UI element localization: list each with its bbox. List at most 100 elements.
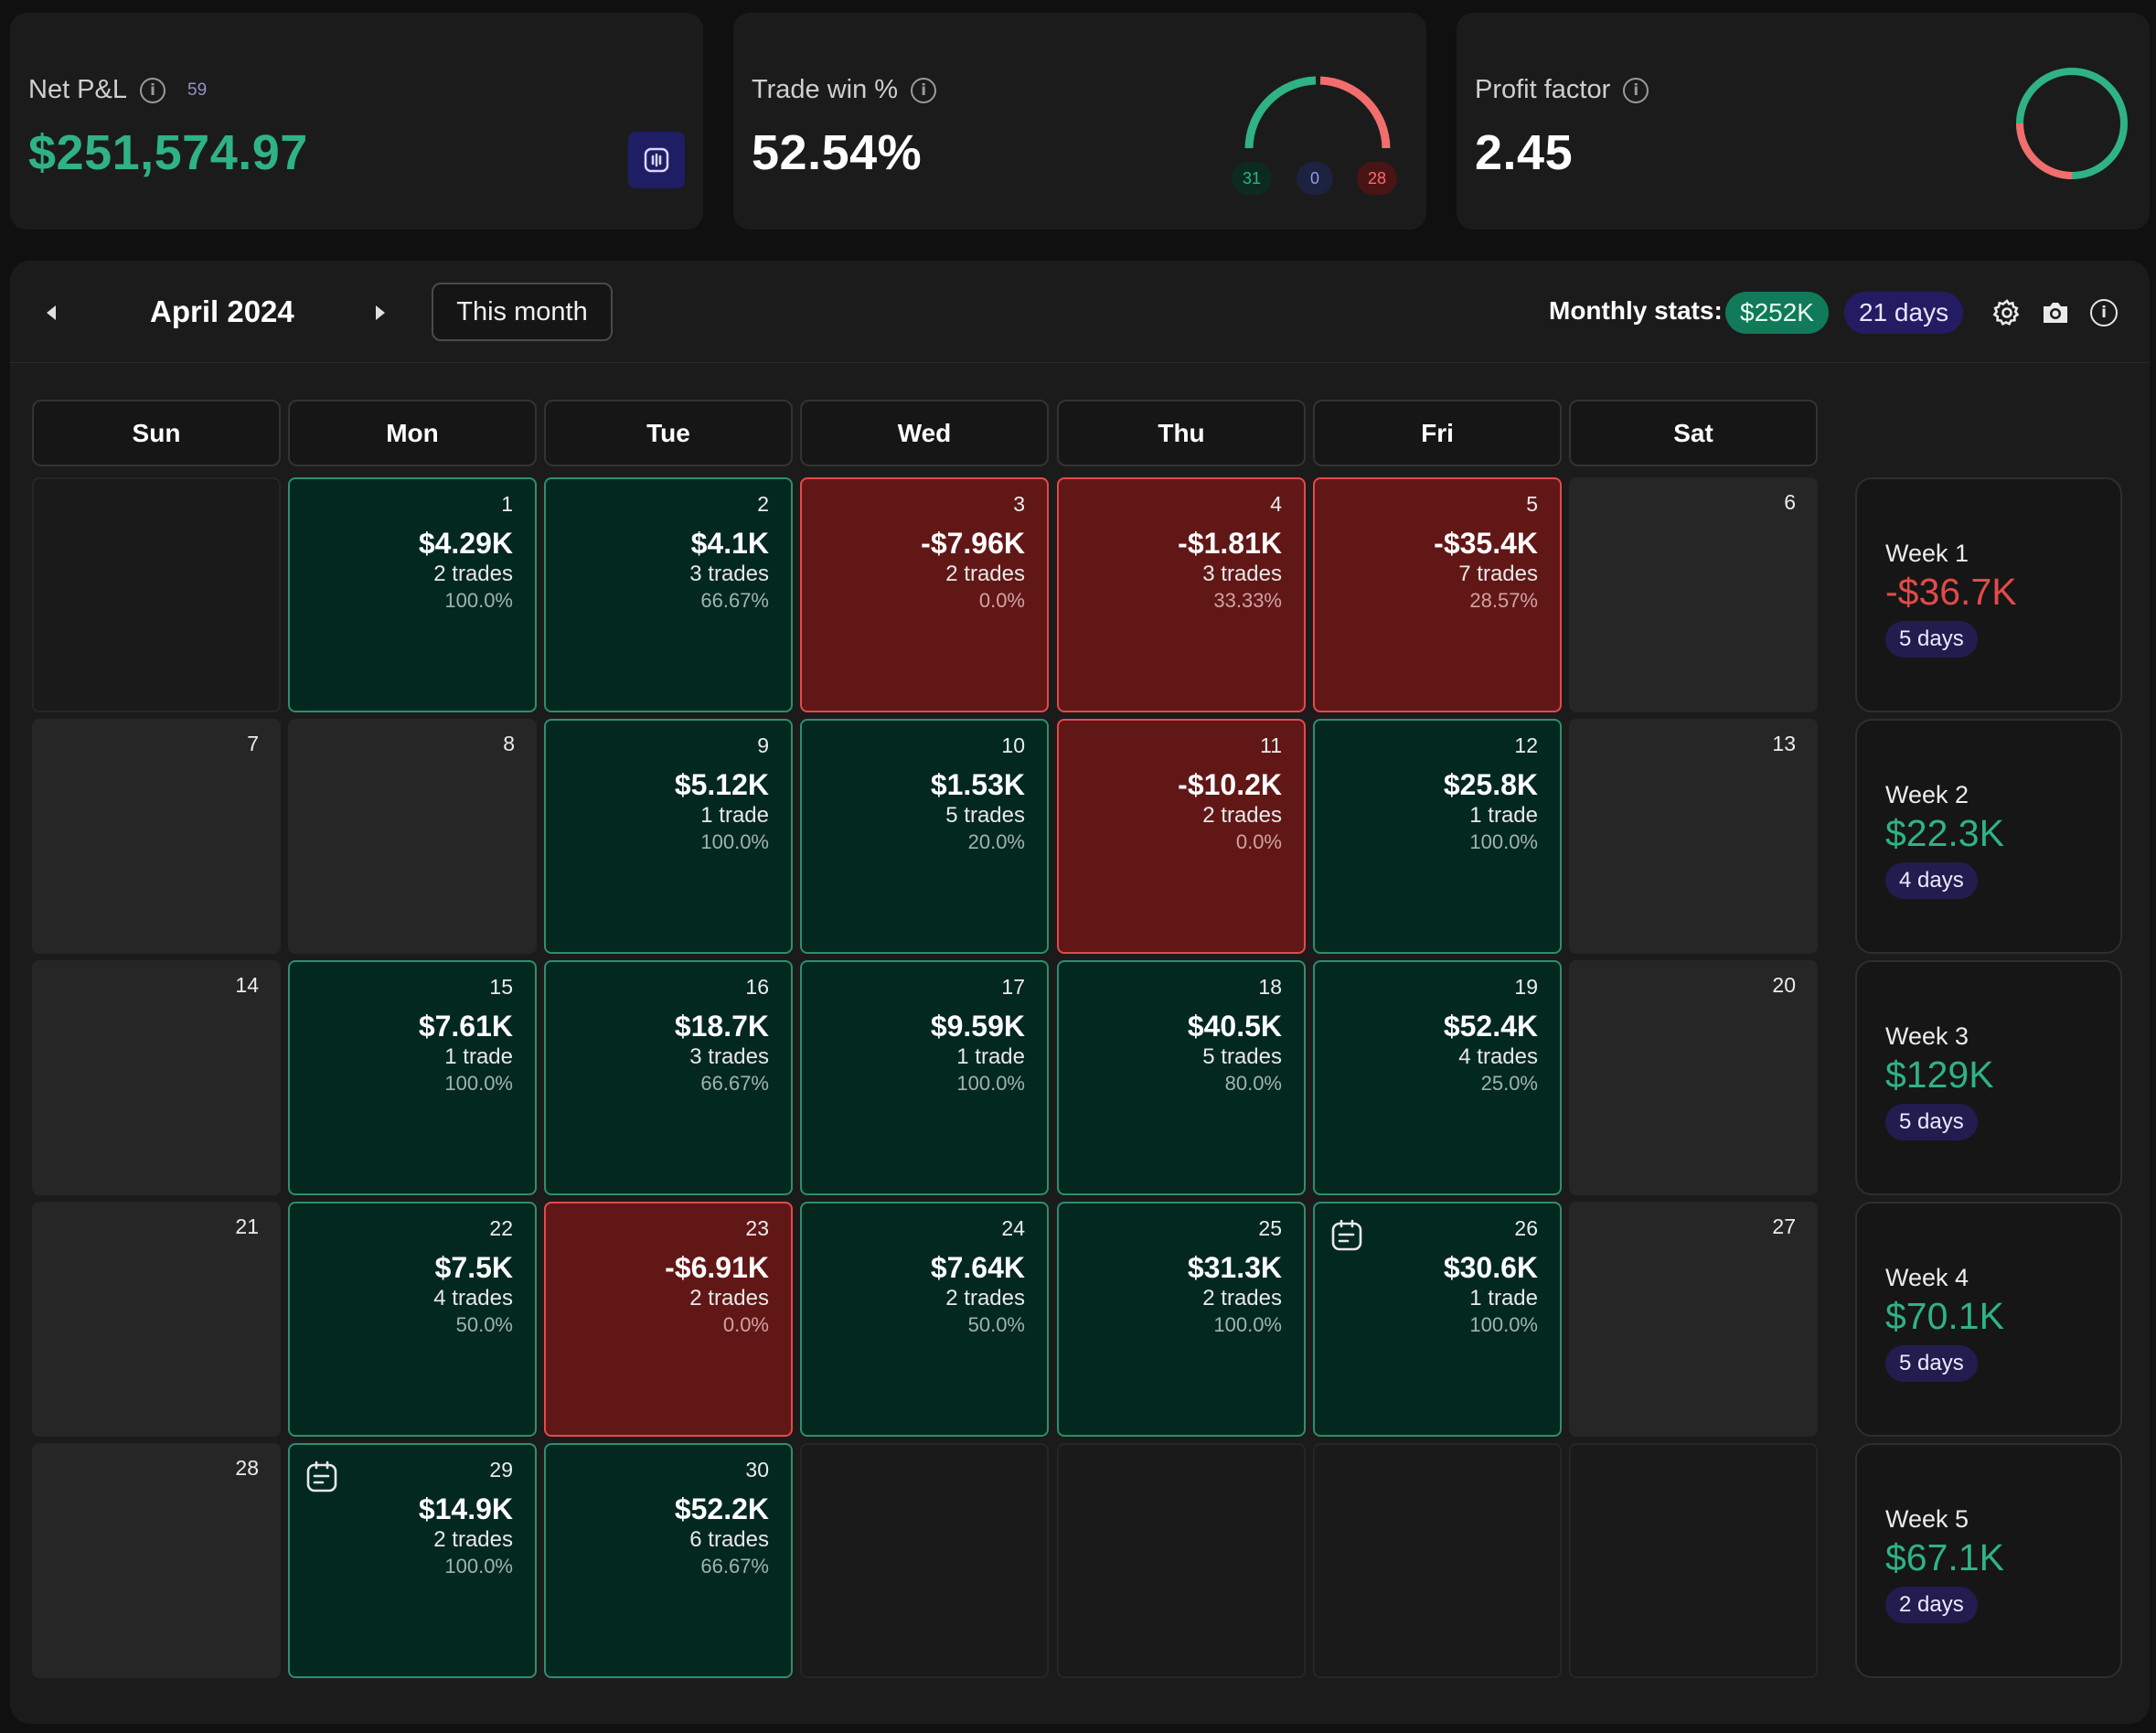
day-number: 25 [1258, 1216, 1282, 1240]
prev-month-button[interactable] [37, 299, 65, 326]
calendar-day-19[interactable]: 19 $52.4K 4 trades 25.0% [1313, 960, 1562, 1195]
week-summary-4[interactable]: Week 4 $70.1K 5 days [1855, 1202, 2122, 1437]
day-number: 21 [235, 1214, 259, 1238]
day-number: 30 [745, 1458, 769, 1482]
day-win-rate: 100.0% [444, 589, 513, 612]
day-number: 26 [1514, 1216, 1538, 1240]
day-pnl: $5.12K [674, 768, 769, 801]
trade-win-value: 52.54% [752, 125, 923, 180]
day-number: 22 [489, 1216, 513, 1240]
report-button[interactable] [628, 132, 685, 188]
day-trades: 2 trades [433, 562, 513, 586]
day-win-rate: 0.0% [722, 1313, 769, 1336]
calendar-day-25[interactable]: 25 $31.3K 2 trades 100.0% [1057, 1202, 1306, 1437]
chevron-right-icon [376, 305, 385, 320]
day-win-rate: 33.33% [1213, 589, 1282, 612]
day-number: 13 [1772, 732, 1796, 755]
day-trades: 3 trades [689, 1044, 769, 1069]
calendar-day-28[interactable]: 28 [32, 1443, 281, 1678]
day-trades: 7 trades [1458, 562, 1538, 586]
weekday-header-sun: Sun [32, 400, 281, 466]
calendar-day-27[interactable]: 27 [1569, 1202, 1818, 1437]
day-trades: 2 trades [689, 1286, 769, 1310]
calendar-day-1[interactable]: 1 $4.29K 2 trades 100.0% [288, 477, 537, 712]
losses-count: 28 [1357, 162, 1398, 195]
note-icon[interactable] [304, 1460, 339, 1494]
week-summary-5[interactable]: Week 5 $67.1K 2 days [1855, 1443, 2122, 1678]
gear-icon [1992, 299, 2020, 326]
screenshot-button[interactable] [2040, 297, 2071, 328]
month-title: April 2024 [150, 294, 294, 328]
day-win-rate: 100.0% [1469, 1313, 1538, 1336]
calendar-day-4[interactable]: 4 -$1.81K 3 trades 33.33% [1057, 477, 1306, 712]
calendar-day-12[interactable]: 12 $25.8K 1 trade 100.0% [1313, 719, 1562, 954]
calendar-day-2[interactable]: 2 $4.1K 3 trades 66.67% [544, 477, 793, 712]
day-number: 14 [235, 973, 259, 997]
day-win-rate: 66.67% [700, 1555, 769, 1578]
calendar-day-21[interactable]: 21 [32, 1202, 281, 1437]
day-pnl: -$7.96K [921, 527, 1025, 560]
calendar-day-30[interactable]: 30 $52.2K 6 trades 66.67% [544, 1443, 793, 1678]
monthly-stats-label: Monthly stats: [1549, 296, 1723, 325]
calendar-day-14[interactable]: 14 [32, 960, 281, 1195]
week-summary-2[interactable]: Week 2 $22.3K 4 days [1855, 719, 2122, 954]
day-win-rate: 80.0% [1224, 1072, 1282, 1095]
info-button[interactable]: i [2088, 297, 2119, 328]
day-number: 11 [1260, 733, 1282, 757]
day-pnl: $31.3K [1187, 1251, 1282, 1284]
week-label: Week 2 [1885, 781, 1969, 808]
calendar-day-7[interactable]: 7 [32, 719, 281, 954]
day-win-rate: 50.0% [967, 1313, 1025, 1336]
day-number: 19 [1514, 975, 1538, 999]
calendar-day-empty [800, 1443, 1049, 1678]
calendar-day-20[interactable]: 20 [1569, 960, 1818, 1195]
day-trades: 3 trades [1202, 562, 1282, 586]
day-pnl: $18.7K [674, 1010, 769, 1043]
calendar-day-16[interactable]: 16 $18.7K 3 trades 66.67% [544, 960, 793, 1195]
day-pnl: $25.8K [1443, 768, 1538, 801]
calendar-day-15[interactable]: 15 $7.61K 1 trade 100.0% [288, 960, 537, 1195]
calendar-day-9[interactable]: 9 $5.12K 1 trade 100.0% [544, 719, 793, 954]
next-month-button[interactable] [367, 299, 394, 326]
this-month-button[interactable]: This month [432, 283, 613, 341]
day-number: 27 [1772, 1214, 1796, 1238]
day-number: 29 [489, 1458, 513, 1482]
calendar-day-29[interactable]: 29 $14.9K 2 trades 100.0% [288, 1443, 537, 1678]
settings-button[interactable] [1991, 297, 2023, 328]
day-pnl: -$6.91K [665, 1251, 769, 1284]
calendar-day-10[interactable]: 10 $1.53K 5 trades 20.0% [800, 719, 1049, 954]
calendar-day-13[interactable]: 13 [1569, 719, 1818, 954]
calendar-day-24[interactable]: 24 $7.64K 2 trades 50.0% [800, 1202, 1049, 1437]
info-icon[interactable]: i [140, 77, 165, 103]
day-pnl: $7.5K [434, 1251, 513, 1284]
calendar-day-5[interactable]: 5 -$35.4K 7 trades 28.57% [1313, 477, 1562, 712]
info-icon[interactable]: i [911, 77, 937, 103]
net-pnl-card: Net P&L i 59 $251,574.97 [10, 13, 703, 230]
week-summary-1[interactable]: Week 1 -$36.7K 5 days [1855, 477, 2122, 712]
calendar-day-3[interactable]: 3 -$7.96K 2 trades 0.0% [800, 477, 1049, 712]
weekday-header-tue: Tue [544, 400, 793, 466]
calendar-panel: April 2024 This month Monthly stats: $25… [10, 261, 2150, 1724]
day-win-rate: 28.57% [1469, 589, 1538, 612]
calendar-day-17[interactable]: 17 $9.59K 1 trade 100.0% [800, 960, 1049, 1195]
info-icon[interactable]: i [1623, 77, 1649, 103]
note-icon[interactable] [1329, 1218, 1364, 1253]
day-win-rate: 66.67% [700, 589, 769, 612]
day-number: 24 [1001, 1216, 1025, 1240]
calendar-day-26[interactable]: 26 $30.6K 1 trade 100.0% [1313, 1202, 1562, 1437]
calendar-day-8[interactable]: 8 [288, 719, 537, 954]
week-days-badge: 4 days [1885, 862, 1978, 899]
week-pnl: -$36.7K [1885, 571, 2017, 613]
day-win-rate: 0.0% [1235, 830, 1282, 853]
day-number: 18 [1258, 975, 1282, 999]
day-pnl: $7.61K [418, 1010, 513, 1043]
calendar-day-18[interactable]: 18 $40.5K 5 trades 80.0% [1057, 960, 1306, 1195]
week-summary-3[interactable]: Week 3 $129K 5 days [1855, 960, 2122, 1195]
trade-win-card: Trade win % i 52.54% 31 0 28 [733, 13, 1426, 230]
calendar-day-11[interactable]: 11 -$10.2K 2 trades 0.0% [1057, 719, 1306, 954]
camera-icon [2044, 303, 2067, 323]
calendar-day-6[interactable]: 6 [1569, 477, 1818, 712]
calendar-day-22[interactable]: 22 $7.5K 4 trades 50.0% [288, 1202, 537, 1437]
calendar-day-23[interactable]: 23 -$6.91K 2 trades 0.0% [544, 1202, 793, 1437]
day-number: 20 [1772, 973, 1796, 997]
